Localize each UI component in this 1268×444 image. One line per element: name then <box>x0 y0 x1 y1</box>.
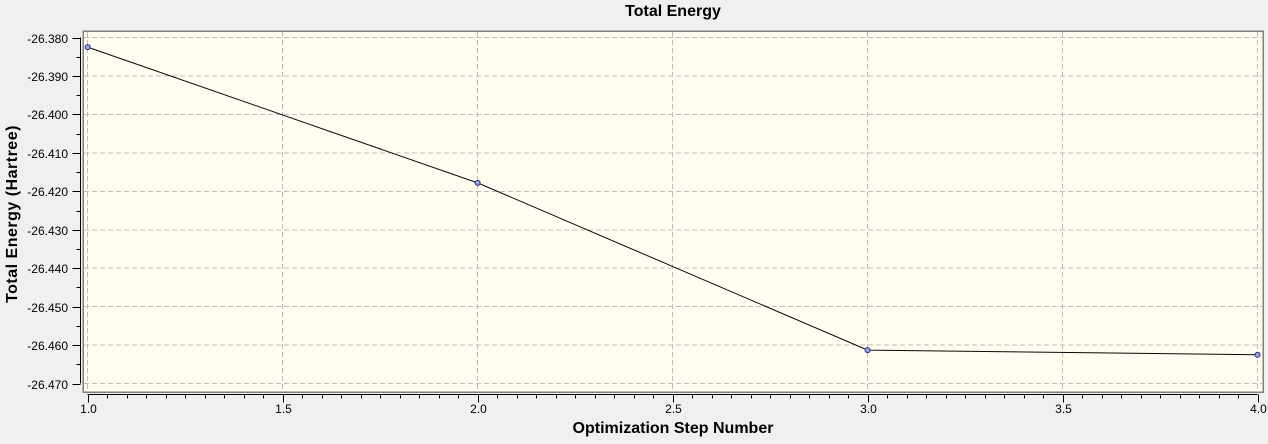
data-point-marker <box>474 179 481 186</box>
plot-frame <box>82 30 1264 393</box>
data-point-marker <box>864 347 871 354</box>
chart-title: Total Energy <box>625 3 721 20</box>
series-line <box>87 46 1258 356</box>
x-axis-title: Optimization Step Number <box>572 420 774 437</box>
data-point-marker <box>84 44 91 51</box>
data-point-marker <box>1254 351 1261 358</box>
